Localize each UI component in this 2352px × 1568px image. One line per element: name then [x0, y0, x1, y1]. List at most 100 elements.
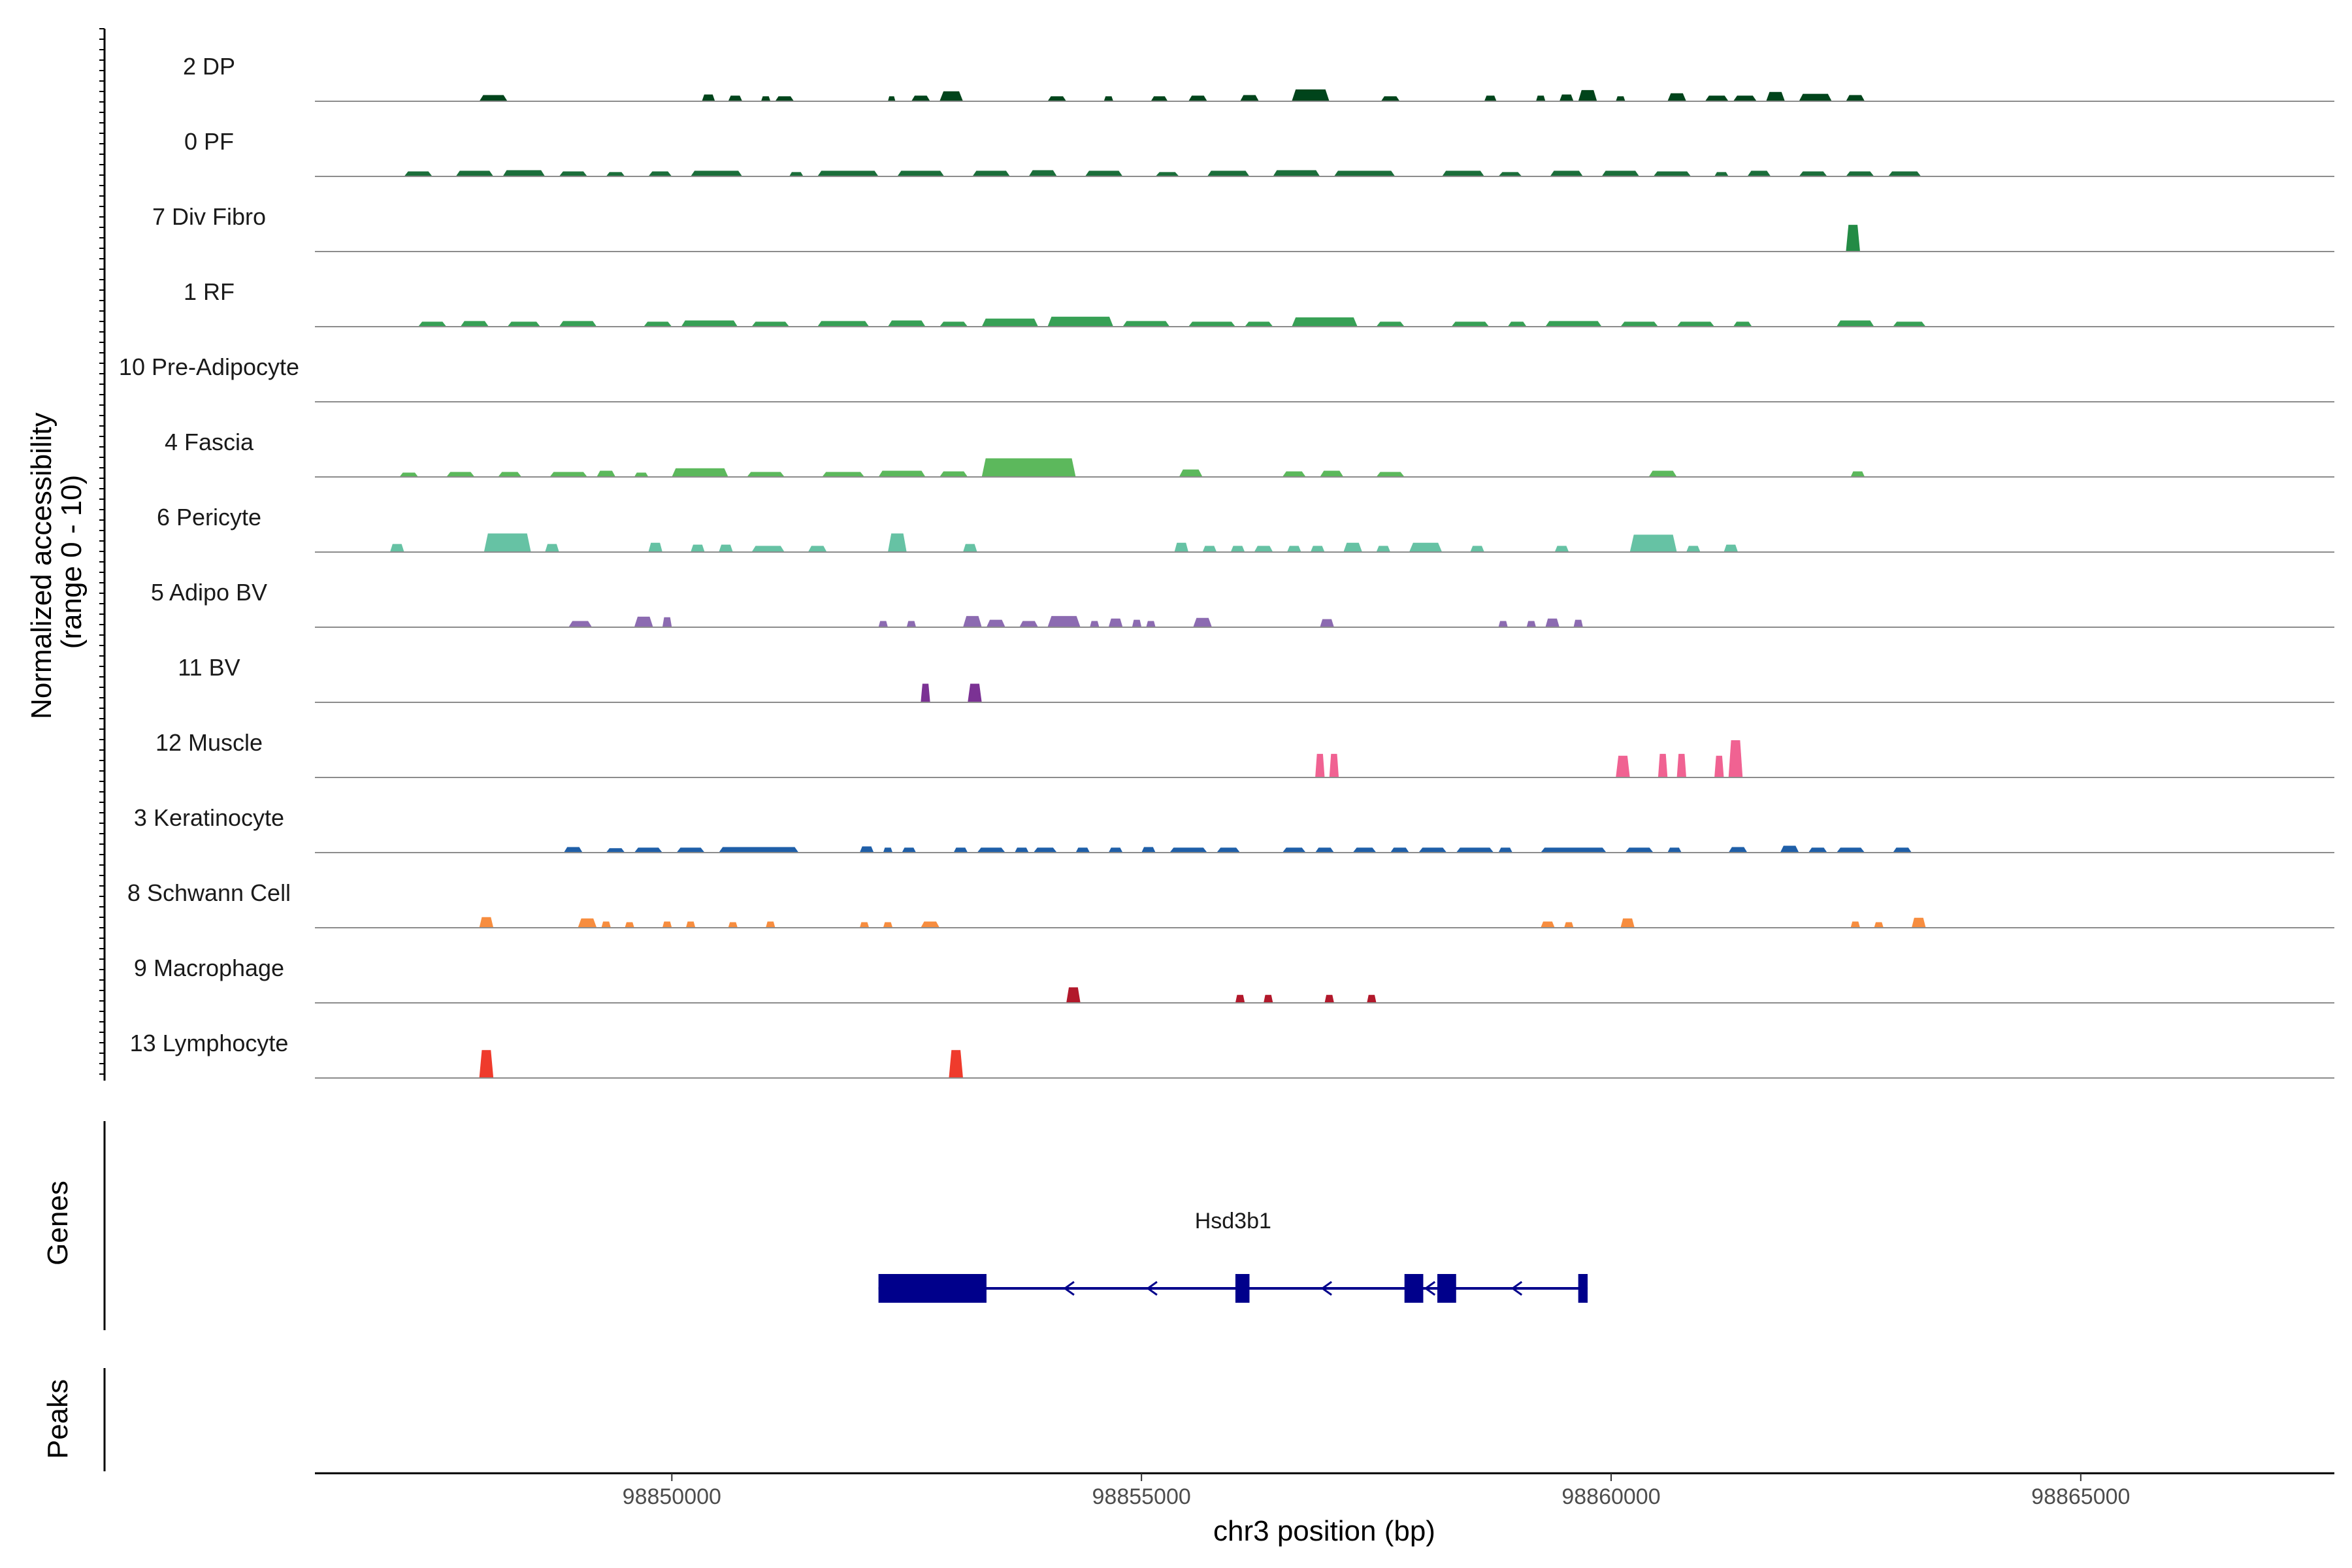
coverage-peak: [1799, 93, 1832, 101]
coverage-peak: [446, 472, 475, 477]
coverage-peak: [1456, 847, 1494, 853]
coverage-peak: [1653, 171, 1691, 176]
coverage-peak: [1620, 321, 1658, 327]
coverage-peak: [1723, 544, 1739, 552]
track-13: 9 Macrophage: [134, 955, 2334, 1004]
strand-chevron: [1424, 1281, 1436, 1296]
coverage-peak: [1733, 95, 1757, 101]
coverage-peak: [878, 470, 926, 477]
coverage-peak: [1714, 172, 1729, 176]
coverage-peak: [1498, 172, 1522, 176]
coverage-peak: [644, 321, 672, 327]
coverage-peak: [897, 171, 945, 176]
track-label: 8 Schwann Cell: [127, 879, 291, 906]
coverage-peak: [1179, 469, 1203, 477]
coverage-peak: [479, 1050, 494, 1078]
track-10: 12 Muscle: [155, 729, 2334, 778]
coverage-peak: [1217, 847, 1241, 853]
coverage-peak: [1202, 546, 1217, 552]
coverage-peak: [1292, 89, 1330, 101]
coverage-peak: [1418, 847, 1447, 853]
coverage-peak: [1409, 542, 1443, 552]
coverage-peak: [906, 621, 917, 627]
coverage-peak: [1648, 470, 1677, 477]
coverage-peak: [981, 458, 1076, 477]
coverage-peak: [1578, 90, 1597, 101]
coverage-peak: [606, 848, 625, 853]
coverage-peak: [634, 472, 649, 477]
coverage-peak: [1033, 847, 1057, 853]
coverage-peak: [1390, 847, 1409, 853]
coverage-peak: [911, 95, 930, 101]
peaks-panel-title: Peaks: [42, 1379, 74, 1459]
y-axis-title-line2: (range 0 - 10): [56, 475, 88, 649]
coverage-peak: [1620, 918, 1635, 928]
coverage-peak: [963, 615, 982, 627]
coverage-peak: [986, 619, 1005, 627]
gene-model: Hsd3b1: [878, 1209, 1588, 1303]
coverage-peak: [1343, 542, 1362, 552]
coverage-peak: [1376, 321, 1405, 327]
track-label: 12 Muscle: [155, 729, 263, 756]
coverage-peak: [981, 318, 1038, 327]
coverage-peak: [939, 471, 968, 477]
coverage-peak: [751, 546, 785, 552]
x-axis-tick-label: 98850000: [623, 1484, 721, 1509]
coverage-peak: [1315, 847, 1334, 853]
coverage-peak: [1047, 615, 1081, 627]
genes-panel-title: Genes: [42, 1181, 74, 1266]
gene-annotation-track: Hsd3b1: [878, 1209, 1588, 1303]
track-3: 7 Div Fibro: [152, 203, 2334, 252]
coverage-peak: [1686, 546, 1701, 552]
x-axis-tick-label: 98865000: [2031, 1484, 2130, 1509]
gene-exon: [1578, 1274, 1588, 1303]
coverage-peak: [672, 468, 728, 477]
coverage-peak: [1047, 96, 1067, 101]
coverage-peak: [878, 621, 888, 627]
coverage-peak: [1108, 847, 1123, 853]
coverage-peak: [1333, 171, 1396, 176]
coverage-peak: [498, 472, 522, 477]
coverage-peak: [1846, 171, 1874, 176]
coverage-peak: [1066, 987, 1081, 1003]
coverage-peak: [691, 171, 743, 176]
coverage-peak: [1601, 171, 1640, 176]
coverage-peak: [1169, 847, 1207, 853]
track-label: 5 Adipo BV: [151, 579, 267, 606]
coverage-peak: [648, 171, 672, 176]
coverage-peak: [418, 321, 447, 327]
coverage-peak: [953, 847, 968, 853]
coverage-peak: [1705, 95, 1729, 101]
coverage-peak: [1451, 321, 1490, 327]
strand-chevron: [1146, 1281, 1158, 1296]
coverage-peak: [817, 321, 870, 327]
coverage-peak: [1893, 321, 1926, 327]
coverage-peak: [1085, 171, 1123, 176]
coverage-peak: [1075, 847, 1090, 853]
coverage-peak: [888, 533, 907, 552]
coverage-peak: [559, 321, 597, 327]
gene-exon: [1404, 1274, 1424, 1303]
coverage-peak: [921, 921, 940, 928]
coverage-peak: [1273, 170, 1320, 176]
coverage-peak: [977, 847, 1005, 853]
track-label: 1 RF: [184, 278, 235, 305]
coverage-peak: [760, 96, 771, 101]
track-11: 3 Keratinocyte: [134, 804, 2334, 853]
coverage-peak: [1545, 321, 1602, 327]
coverage-peak: [1507, 321, 1527, 327]
coverage-peak: [559, 171, 587, 176]
coverage-peak: [1837, 320, 1874, 327]
coverage-peak: [390, 544, 404, 552]
coverage-peak: [1320, 619, 1334, 627]
coverage-peak: [1254, 546, 1273, 552]
coverage-peak: [648, 542, 662, 552]
coverage-peak: [1808, 847, 1827, 853]
coverage-peak: [404, 171, 433, 176]
coverage-peak: [1888, 171, 1921, 176]
coverage-peak: [1484, 95, 1497, 101]
coverage-peak: [1780, 845, 1799, 853]
coverage-tracks: 2 DP 0 PF 7 Div Fibro 1 RF 10 Pre-Adipocyte 4…: [119, 53, 2334, 1079]
track-label: 4 Fascia: [165, 429, 254, 455]
